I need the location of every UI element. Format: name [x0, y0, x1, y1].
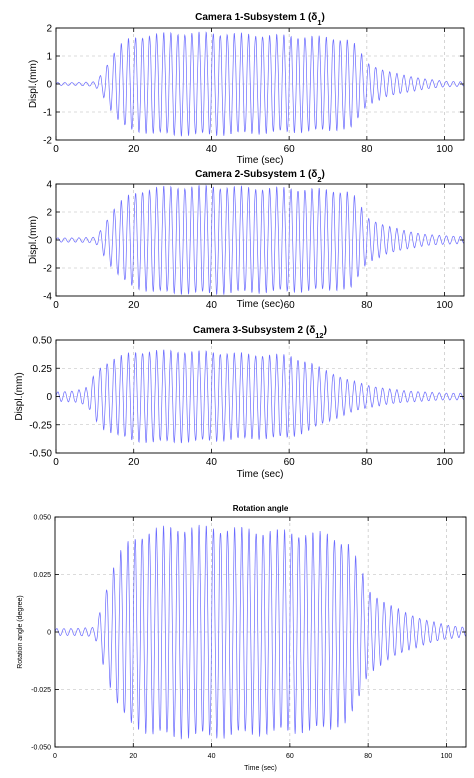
x-tick-label-2: 40: [206, 457, 218, 468]
series-line-3: [55, 349, 465, 444]
chart-title: Camera 1-Subsystem 1 (δ1): [195, 12, 325, 27]
chart-panel-1: 0 20 40 60 80 100 -2 -1 0 1 2 Camera 1-Subsystem 1 …: [28, 12, 465, 166]
y-axis-label: Displ.(mm): [28, 216, 39, 264]
x-tick-label-0: 0: [53, 300, 59, 311]
chart-title: Camera 3-Subsystem 2 (δ12): [193, 325, 327, 340]
series-line-4: [54, 524, 467, 740]
x-tick-label-4: 80: [361, 300, 373, 311]
chart-panel-3: 0 20 40 60 80 100 -0.50 -0.25 0 0.25 0.50 Camera 3-…: [14, 325, 465, 480]
x-tick-label-5: 100: [436, 300, 453, 311]
y-tick-label-3: 0.025: [33, 572, 51, 579]
y-tick-label-3: 0.25: [33, 364, 53, 375]
series-line-1: [55, 31, 465, 137]
y-tick-label-3: 2: [46, 208, 52, 219]
x-tick-label-3: 60: [284, 457, 296, 468]
x-tick-label-3: 60: [284, 144, 296, 155]
y-axis-label: Displ.(mm): [14, 372, 25, 420]
y-tick-label-0: -4: [43, 292, 52, 303]
x-tick-label-5: 100: [436, 144, 453, 155]
x-tick-label-1: 20: [128, 300, 140, 311]
y-tick-label-0: -0.050: [31, 744, 51, 751]
x-tick-label-5: 100: [436, 457, 453, 468]
x-axis-label: Time (sec): [237, 299, 284, 310]
x-tick-label-4: 80: [361, 144, 373, 155]
chart-title: Rotation angle: [233, 504, 289, 513]
x-tick-label-3: 60: [284, 300, 296, 311]
chart-panel-2: 0 20 40 60 80 100 -4 -2 0 2 4 Camera 2-Subsystem 1 …: [28, 169, 465, 311]
x-tick-label-4: 80: [364, 753, 372, 760]
y-tick-label-4: 0.50: [33, 336, 53, 347]
chart-panel-4: 0 20 40 60 80 100 -0.050 -0.025 0 0.025 0.050 Rotat…: [17, 504, 467, 772]
x-tick-label-0: 0: [53, 144, 59, 155]
y-tick-label-2: 0: [46, 80, 52, 91]
chart-title: Camera 2-Subsystem 1 (δ2): [195, 169, 325, 184]
y-tick-label-3: 1: [46, 52, 52, 63]
y-axis-label: Displ.(mm): [28, 60, 39, 108]
x-tick-label-5: 100: [441, 753, 453, 760]
y-tick-label-2: 0: [47, 629, 51, 636]
x-tick-label-0: 0: [53, 457, 59, 468]
y-tick-label-1: -1: [43, 108, 52, 119]
y-axis-label: Rotation angle (degree): [17, 595, 24, 669]
x-tick-label-2: 40: [206, 300, 218, 311]
y-tick-label-1: -2: [43, 264, 52, 275]
y-tick-label-4: 4: [46, 180, 52, 191]
x-tick-label-1: 20: [129, 753, 137, 760]
y-tick-label-1: -0.25: [29, 420, 52, 431]
x-tick-label-4: 80: [361, 457, 373, 468]
x-tick-label-2: 40: [206, 144, 218, 155]
series-line-2: [55, 184, 465, 295]
y-tick-label-0: -2: [43, 136, 52, 147]
x-tick-label-0: 0: [53, 753, 57, 760]
y-tick-label-0: -0.50: [29, 449, 52, 460]
x-axis-label: Time (sec): [237, 469, 284, 480]
y-tick-label-4: 2: [46, 24, 52, 35]
y-tick-label-2: 0: [46, 392, 52, 403]
x-tick-label-3: 60: [286, 753, 294, 760]
y-tick-label-4: 0.050: [33, 514, 51, 521]
x-axis-label: Time (sec): [244, 765, 277, 772]
y-tick-label-1: -0.025: [31, 687, 51, 694]
x-tick-label-1: 20: [128, 457, 140, 468]
x-tick-label-2: 40: [208, 753, 216, 760]
x-tick-label-1: 20: [128, 144, 140, 155]
x-axis-label: Time (sec): [237, 155, 284, 166]
y-tick-label-2: 0: [46, 236, 52, 247]
